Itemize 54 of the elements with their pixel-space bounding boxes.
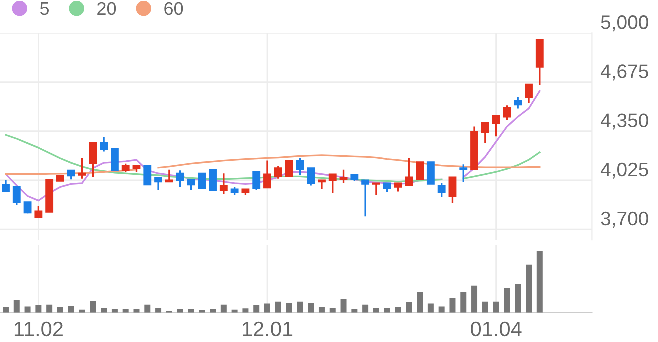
bar <box>188 309 194 313</box>
bar <box>264 304 270 313</box>
bar <box>286 303 292 313</box>
bar <box>308 303 314 313</box>
bar <box>482 302 488 313</box>
x-tick-label: 11.02 <box>14 322 63 337</box>
bar <box>460 292 467 313</box>
bar <box>134 309 140 313</box>
bar <box>340 299 347 313</box>
bar <box>254 306 260 313</box>
bar <box>112 309 118 313</box>
x-tick-label: 12.01 <box>243 322 293 337</box>
bar <box>210 309 216 313</box>
y-tick-label: 4,675 <box>600 64 648 81</box>
y-tick-label: 5,000 <box>601 16 648 32</box>
bar <box>57 307 64 313</box>
legend-label: 5 <box>40 2 50 16</box>
bar <box>90 301 96 313</box>
bar <box>450 298 456 313</box>
bar <box>493 302 500 313</box>
bar <box>2 307 9 313</box>
bar <box>352 309 358 313</box>
bar <box>275 302 282 313</box>
bar <box>330 308 336 313</box>
bar <box>504 288 510 313</box>
y-tick-label: 4,025 <box>600 162 648 179</box>
bar <box>220 304 227 313</box>
bar <box>14 300 20 313</box>
legend-label: 20 <box>98 2 116 16</box>
bar <box>417 292 424 313</box>
bar <box>406 302 412 313</box>
bar <box>472 286 478 313</box>
bar <box>515 284 522 313</box>
bar <box>362 304 369 313</box>
bar <box>297 302 304 313</box>
y-tick-label: 4,350 <box>600 114 648 130</box>
bar <box>428 304 434 313</box>
bar <box>68 306 74 313</box>
bar <box>122 309 129 313</box>
y-tick-label: 3,700 <box>601 212 648 228</box>
bar <box>101 308 108 313</box>
bar <box>242 308 249 313</box>
bar <box>36 306 42 313</box>
bar <box>177 309 184 313</box>
bar <box>46 304 53 313</box>
bar <box>318 307 325 313</box>
bar <box>144 304 151 313</box>
x-tick-label: 01.04 <box>471 322 522 337</box>
bar <box>373 308 380 313</box>
bar <box>156 308 162 313</box>
legend-label: 60 <box>164 2 184 16</box>
bar <box>384 308 390 313</box>
bar <box>536 251 543 313</box>
bar <box>526 264 532 313</box>
